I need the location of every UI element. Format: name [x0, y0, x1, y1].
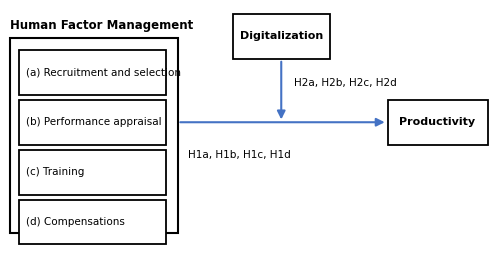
Text: H2a, H2b, H2c, H2d: H2a, H2b, H2c, H2d — [294, 78, 396, 88]
Text: H1a, H1b, H1c, H1d: H1a, H1b, H1c, H1d — [188, 151, 290, 161]
Text: Digitalization: Digitalization — [240, 31, 323, 41]
Text: (a) Recruitment and selection: (a) Recruitment and selection — [26, 67, 182, 77]
FancyBboxPatch shape — [232, 14, 330, 59]
FancyBboxPatch shape — [19, 100, 167, 145]
FancyBboxPatch shape — [10, 38, 177, 233]
Text: (c) Training: (c) Training — [26, 167, 85, 177]
FancyBboxPatch shape — [19, 50, 167, 95]
FancyBboxPatch shape — [388, 100, 488, 145]
Text: (d) Compensations: (d) Compensations — [26, 217, 126, 227]
Text: Human Factor Management: Human Factor Management — [10, 19, 193, 32]
FancyBboxPatch shape — [19, 150, 167, 195]
FancyBboxPatch shape — [19, 200, 167, 244]
Text: Productivity: Productivity — [400, 117, 475, 127]
Text: (b) Performance appraisal: (b) Performance appraisal — [26, 117, 162, 127]
